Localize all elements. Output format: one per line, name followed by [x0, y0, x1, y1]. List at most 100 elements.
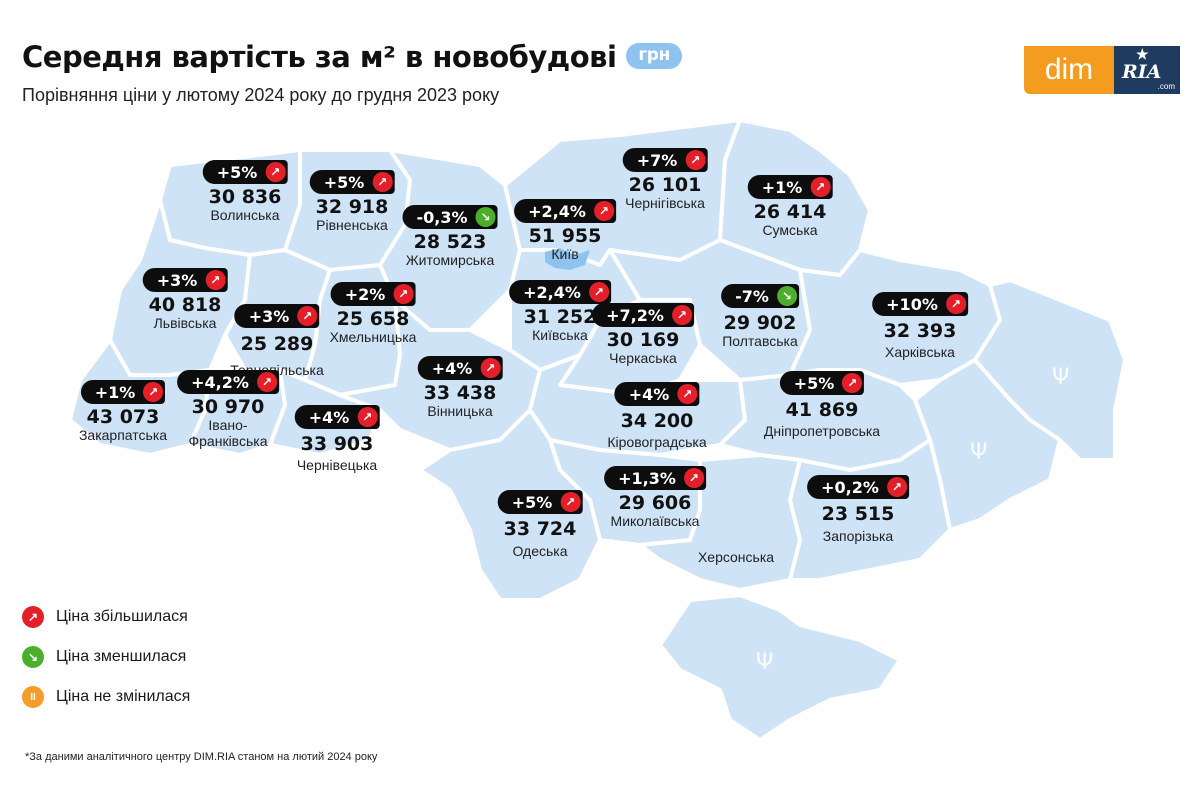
region-zaporizka: +0,2% ↗ 23 515 Запорізька [807, 475, 909, 544]
region-name: Франківська [188, 433, 268, 449]
arrow-up-right-icon: ↗ [886, 477, 907, 497]
price-value: 33 724 [503, 518, 577, 540]
arrow-up-right-icon: ↗ [297, 306, 318, 326]
region-name: Одеська [512, 543, 568, 559]
change-value: +2% [344, 284, 386, 304]
region-zakarpatska: +1% ↗ 43 073 Закарпатська [79, 380, 167, 443]
price-value: 43 073 [86, 406, 160, 428]
price-value: 29 902 [723, 312, 797, 334]
region-kyiv-city: +2,4% ↗ 51 955 Київ [514, 199, 616, 262]
change-value: +3% [248, 306, 290, 326]
region-name: Херсонська [697, 549, 775, 565]
footnote: *За даними аналітичного центру DIM.RIA с… [25, 751, 378, 763]
change-badge: +2,4% ↗ [514, 199, 616, 223]
region-mykolaivska: +1,3% ↗ 29 606 Миколаївська [604, 466, 706, 529]
price-value: 25 289 [240, 333, 314, 355]
change-value: +1,3% [618, 468, 676, 488]
change-badge: -0,3% ↘ [402, 205, 498, 229]
price-value: 25 658 [336, 308, 410, 330]
region-chernivetska: +4% ↗ 33 903 Чернівецька [294, 405, 380, 473]
currency-badge: грн [626, 43, 682, 69]
arrow-up-right-icon: ↗ [842, 373, 863, 393]
logo-com-text: .com [1157, 82, 1175, 91]
star-icon: ★ [1136, 47, 1149, 63]
arrow-up-right-icon: ↗ [143, 382, 164, 402]
price-value: 30 970 [191, 396, 265, 418]
arrow-down-right-icon: ↘ [776, 286, 797, 306]
pause-icon: II [22, 686, 44, 708]
region-name: Полтавська [722, 333, 798, 349]
region-name: Львівська [153, 315, 217, 331]
region-name: Кіровоградська [607, 434, 707, 450]
legend-item-decreased: ↘ Ціна зменшилася [22, 637, 190, 677]
region-ternopilska: +3%↗ 25 289 Тернопільська [230, 304, 324, 378]
arrow-up-right-icon: ↗ [357, 407, 378, 427]
region-volynska: +5% ↗ 30 836 Волинська [202, 160, 288, 223]
change-value: +4% [308, 407, 350, 427]
change-value: +5% [793, 373, 835, 393]
price-value: 34 200 [620, 410, 694, 432]
region-name: Київ [551, 246, 579, 262]
change-badge: +1% ↗ [80, 380, 166, 404]
region-kharkivska: +10% ↗ 32 393 Харківська [872, 292, 968, 360]
region-poltavska: -7% ↘ 29 902 Полтавська [721, 284, 799, 349]
region-cherkaska: +7,2% ↗ 30 169 Черкаська [592, 303, 694, 366]
price-value: 31 252 [523, 306, 597, 328]
arrow-up-right-icon: ↗ [671, 305, 692, 325]
price-value: 33 438 [423, 382, 497, 404]
change-badge: +0,2% ↗ [807, 475, 909, 499]
price-value: 26 101 [628, 174, 702, 196]
change-value: +4% [431, 358, 473, 378]
region-name: Івано- [208, 417, 248, 433]
change-badge: +2,4% ↗ [509, 280, 611, 304]
region-name: Чернігівська [625, 195, 705, 211]
price-value: 40 818 [148, 294, 222, 316]
region-name: Черкаська [609, 350, 677, 366]
arrow-up-right-icon: ↗ [372, 172, 393, 192]
change-value: +4,2% [191, 372, 249, 392]
arrow-up-right-icon: ↗ [683, 468, 704, 488]
region-name: Чернівецька [296, 457, 378, 473]
change-badge: +4,2% ↗ [177, 370, 279, 394]
region-zhytomyrska: -0,3% ↘ 28 523 Житомирська [402, 205, 498, 268]
arrow-up-right-icon: ↗ [588, 282, 609, 302]
change-value: -0,3% [416, 207, 468, 227]
region-name: Харківська [885, 344, 955, 360]
change-value: +5% [216, 162, 258, 182]
region-name: Сумська [762, 222, 818, 238]
arrow-up-right-icon: ↗ [205, 270, 226, 290]
legend-item-increased: ↗ Ціна збільшилася [22, 597, 190, 637]
legend-label: Ціна зменшилася [56, 648, 187, 665]
region-ivano-frankivska: +4,2% ↗ 30 970 Івано- Франківська [177, 370, 279, 449]
arrow-down-right-icon: ↘ [22, 646, 44, 668]
title-text: Середня вартість за м² в новобудові [22, 40, 617, 74]
legend-label: Ціна не змінилася [56, 688, 191, 705]
change-badge: +2% ↗ [330, 282, 416, 306]
change-badge: +7% ↗ [622, 148, 708, 172]
price-value: 32 918 [315, 196, 389, 218]
logo-ria: ★ RIA .com [1114, 46, 1180, 94]
change-value: +0,2% [821, 477, 879, 497]
change-badge: +1,3% ↗ [604, 466, 706, 490]
region-rivnenska: +5% ↗ 32 918 Рівненська [309, 170, 395, 233]
change-badge: +4% ↗ [294, 405, 380, 429]
trident-icon: Ψ [1052, 365, 1070, 390]
region-name: Запорізька [822, 528, 894, 544]
change-value: +1% [761, 177, 803, 197]
change-badge: +3% ↗ [234, 304, 320, 328]
region-name: Закарпатська [78, 427, 168, 443]
price-value: 23 515 [821, 503, 895, 525]
change-badge: +1% ↗ [747, 175, 833, 199]
price-value: 30 169 [606, 329, 680, 351]
change-value: -7% [735, 286, 769, 306]
arrow-up-right-icon: ↗ [393, 284, 414, 304]
arrow-up-right-icon: ↗ [810, 177, 831, 197]
region-name: Миколаївська [610, 513, 700, 529]
arrow-up-right-icon: ↗ [677, 384, 698, 404]
change-badge: +10% ↗ [872, 292, 968, 316]
region-khmelnytska: +2% ↗ 25 658 Хмельницька [330, 282, 416, 345]
region-name: Рівненська [316, 217, 388, 233]
region-name: Волинська [210, 207, 280, 223]
region-name: Житомирська [405, 252, 495, 268]
arrow-up-right-icon: ↗ [945, 294, 966, 314]
